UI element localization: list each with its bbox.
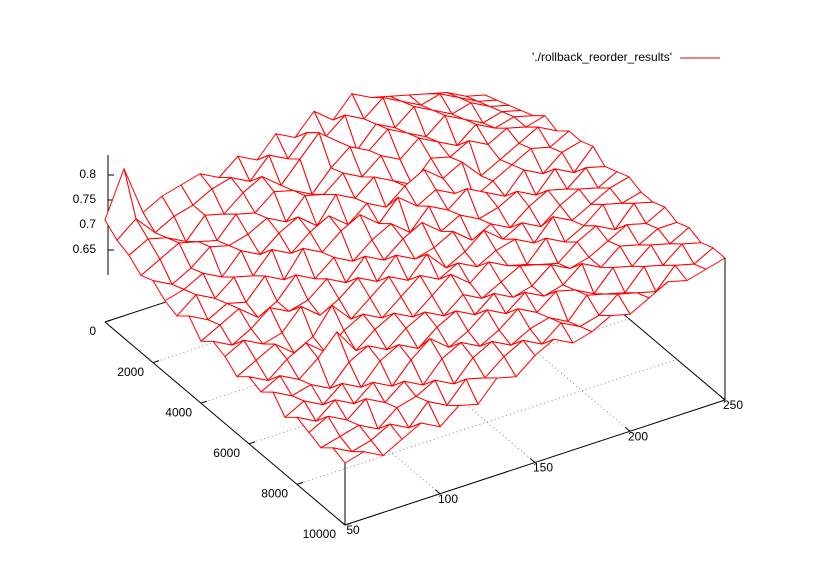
x-tick-label: 250 bbox=[723, 398, 743, 412]
y-tick-label: 10000 bbox=[303, 527, 337, 541]
base-edge bbox=[104, 321, 346, 526]
y-tick bbox=[200, 400, 208, 404]
y-tick-label: 0 bbox=[89, 324, 96, 338]
y-tick bbox=[248, 441, 256, 445]
z-tick-label: 0.7 bbox=[79, 217, 96, 231]
x-tick bbox=[530, 458, 536, 463]
y-tick-label: 2000 bbox=[117, 365, 144, 379]
z-tick-label: 0.65 bbox=[73, 242, 97, 256]
y-tick bbox=[104, 319, 112, 323]
surface-cell bbox=[332, 447, 365, 464]
x-tick bbox=[720, 395, 726, 401]
y-tick-label: 6000 bbox=[213, 446, 240, 460]
x-tick bbox=[340, 520, 346, 526]
grid-line bbox=[296, 358, 678, 485]
y-tick-label: 8000 bbox=[261, 487, 288, 501]
x-tick bbox=[435, 489, 441, 495]
y-tick bbox=[152, 360, 160, 364]
x-tick-label: 200 bbox=[628, 429, 648, 443]
z-tick-label: 0.75 bbox=[73, 192, 97, 206]
y-tick-label: 4000 bbox=[165, 405, 192, 419]
y-tick bbox=[296, 481, 304, 485]
x-tick bbox=[625, 426, 631, 432]
x-tick-label: 100 bbox=[438, 492, 458, 506]
x-tick-label: 50 bbox=[346, 523, 360, 537]
z-tick-label: 0.8 bbox=[79, 167, 96, 181]
x-tick-label: 150 bbox=[533, 461, 553, 475]
legend-label: './rollback_reorder_results' bbox=[532, 50, 672, 64]
y-tick bbox=[344, 522, 352, 526]
